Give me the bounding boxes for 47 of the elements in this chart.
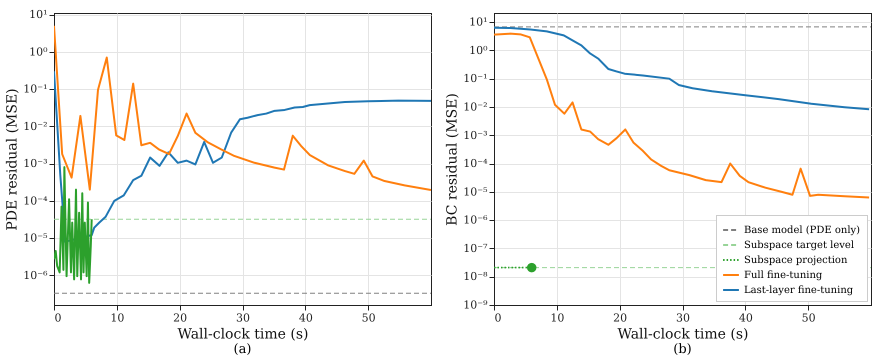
- y-tick-label: 10⁻⁴: [23, 194, 48, 208]
- x-tick-label: 10: [550, 312, 564, 324]
- text: (b): [673, 342, 692, 357]
- y-tick-label: 10⁰: [29, 45, 48, 58]
- y-tick-label: 10⁻⁹: [463, 298, 488, 312]
- x-tick-label: 20: [173, 312, 188, 324]
- y-axis-title: BC residual (MSE): [444, 93, 460, 226]
- legend-label: Subspace target level: [744, 240, 854, 251]
- text: (a): [234, 342, 252, 357]
- y-tick-label: 10¹: [469, 16, 488, 29]
- y-tick-label: 10⁻³: [463, 128, 488, 142]
- legend-label: Base model (PDE only): [744, 225, 860, 236]
- line-series: [54, 24, 431, 192]
- y-tick-label: 10⁻⁴: [463, 157, 488, 170]
- y-tick-label: 10⁻⁵: [23, 232, 48, 245]
- line-series: [54, 70, 431, 243]
- y-tick-label: 10⁻⁸: [463, 270, 488, 284]
- line-series: [494, 26, 870, 110]
- y-tick-label: 10⁻¹: [463, 72, 488, 86]
- y-tick-label: 10⁻⁶: [23, 268, 48, 282]
- y-axis-title: PDE residual (MSE): [4, 88, 20, 231]
- legend-label: Full fine-tuning: [744, 270, 823, 281]
- y-tick-label: 10⁻⁵: [463, 185, 488, 198]
- line-series: [494, 32, 870, 199]
- x-tick-label: 50: [802, 312, 816, 324]
- y-tick-label: 10⁻²: [463, 100, 488, 114]
- y-tick-label: 10¹: [29, 8, 48, 22]
- x-tick-label: 30: [676, 312, 690, 324]
- y-tick-label: 10⁻²: [23, 120, 48, 133]
- y-tick-label: 10⁻⁷: [463, 242, 488, 255]
- x-axis-title: Wall-clock time (s): [618, 326, 748, 342]
- x-tick-label: 0: [54, 312, 62, 324]
- y-tick-label: 10⁻³: [23, 157, 48, 170]
- y-tick-label: 10⁻¹: [23, 82, 48, 96]
- legend-label: Subspace projection: [744, 255, 848, 266]
- x-tick-label: 20: [613, 312, 628, 324]
- line-series: [54, 166, 93, 284]
- x-tick-label: 0: [494, 312, 502, 324]
- x-tick-label: 40: [298, 312, 313, 324]
- x-tick-label: 30: [236, 312, 250, 324]
- y-tick-label: 10⁰: [469, 44, 488, 57]
- y-tick-label: 10⁻⁶: [463, 214, 488, 227]
- x-tick-label: 10: [110, 312, 124, 324]
- x-tick-label: 40: [738, 312, 753, 324]
- legend-label: Last-layer fine-tuning: [744, 285, 854, 296]
- x-axis-title: Wall-clock time (s): [178, 326, 308, 342]
- x-tick-label: 50: [362, 312, 376, 324]
